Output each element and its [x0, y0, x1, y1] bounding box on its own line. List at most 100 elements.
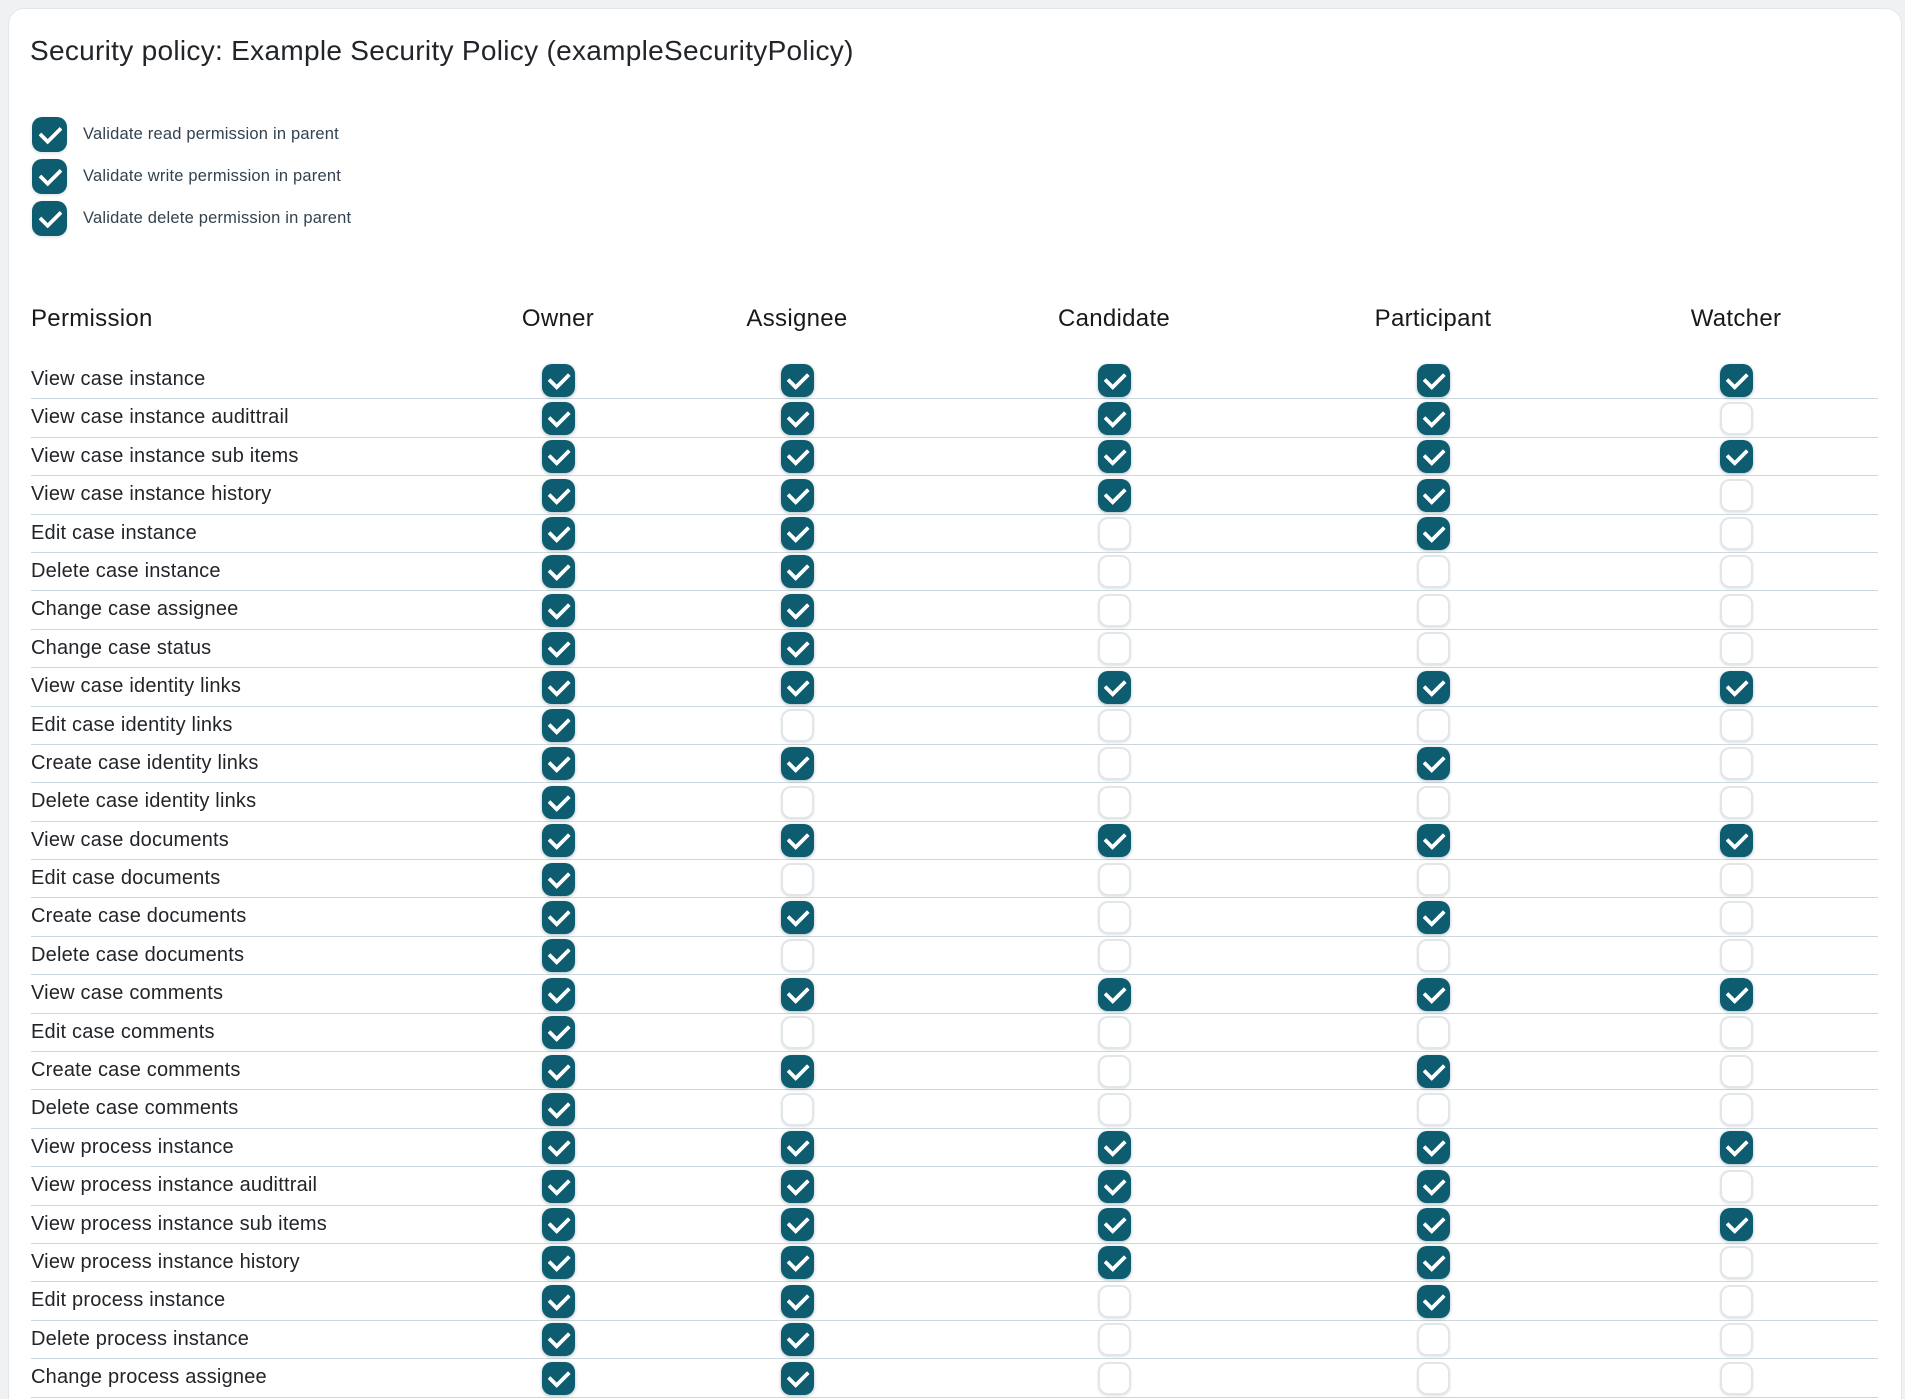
- participant-checkbox[interactable]: [1416, 1323, 1450, 1357]
- owner-checkbox[interactable]: [541, 977, 575, 1011]
- owner-checkbox[interactable]: [541, 478, 575, 512]
- assignee-checkbox[interactable]: [780, 1169, 814, 1203]
- candidate-checkbox[interactable]: [1097, 478, 1131, 512]
- owner-checkbox[interactable]: [541, 939, 575, 973]
- participant-checkbox[interactable]: [1416, 517, 1450, 551]
- candidate-checkbox[interactable]: [1097, 593, 1131, 627]
- owner-checkbox[interactable]: [541, 1284, 575, 1318]
- owner-checkbox[interactable]: [541, 824, 575, 858]
- owner-checkbox[interactable]: [541, 670, 575, 704]
- owner-checkbox[interactable]: [541, 517, 575, 551]
- owner-checkbox[interactable]: [541, 1323, 575, 1357]
- watcher-checkbox[interactable]: [1719, 555, 1753, 589]
- participant-checkbox[interactable]: [1416, 709, 1450, 743]
- assignee-checkbox[interactable]: [780, 401, 814, 435]
- watcher-checkbox[interactable]: [1719, 1131, 1753, 1165]
- participant-checkbox[interactable]: [1416, 632, 1450, 666]
- participant-checkbox[interactable]: [1416, 862, 1450, 896]
- watcher-checkbox[interactable]: [1719, 1054, 1753, 1088]
- participant-checkbox[interactable]: [1416, 1284, 1450, 1318]
- assignee-checkbox[interactable]: [780, 1016, 814, 1050]
- assignee-checkbox[interactable]: [780, 555, 814, 589]
- participant-checkbox[interactable]: [1416, 555, 1450, 589]
- participant-checkbox[interactable]: [1416, 785, 1450, 819]
- watcher-checkbox[interactable]: [1719, 517, 1753, 551]
- owner-checkbox[interactable]: [541, 593, 575, 627]
- watcher-checkbox[interactable]: [1719, 747, 1753, 781]
- assignee-checkbox[interactable]: [780, 478, 814, 512]
- participant-checkbox[interactable]: [1416, 1092, 1450, 1126]
- watcher-checkbox[interactable]: [1719, 1246, 1753, 1280]
- participant-checkbox[interactable]: [1416, 401, 1450, 435]
- assignee-checkbox[interactable]: [780, 1054, 814, 1088]
- owner-checkbox[interactable]: [541, 555, 575, 589]
- candidate-checkbox[interactable]: [1097, 1246, 1131, 1280]
- owner-checkbox[interactable]: [541, 632, 575, 666]
- watcher-checkbox[interactable]: [1719, 1092, 1753, 1126]
- candidate-checkbox[interactable]: [1097, 632, 1131, 666]
- owner-checkbox[interactable]: [541, 1208, 575, 1242]
- candidate-checkbox[interactable]: [1097, 824, 1131, 858]
- participant-checkbox[interactable]: [1416, 900, 1450, 934]
- watcher-checkbox[interactable]: [1719, 478, 1753, 512]
- watcher-checkbox[interactable]: [1719, 900, 1753, 934]
- assignee-checkbox[interactable]: [780, 747, 814, 781]
- owner-checkbox[interactable]: [541, 1016, 575, 1050]
- candidate-checkbox[interactable]: [1097, 709, 1131, 743]
- participant-checkbox[interactable]: [1416, 939, 1450, 973]
- assignee-checkbox[interactable]: [780, 1208, 814, 1242]
- watcher-checkbox[interactable]: [1719, 862, 1753, 896]
- owner-checkbox[interactable]: [541, 747, 575, 781]
- assignee-checkbox[interactable]: [780, 593, 814, 627]
- candidate-checkbox[interactable]: [1097, 1054, 1131, 1088]
- watcher-checkbox[interactable]: [1719, 1323, 1753, 1357]
- watcher-checkbox[interactable]: [1719, 709, 1753, 743]
- candidate-checkbox[interactable]: [1097, 1361, 1131, 1395]
- participant-checkbox[interactable]: [1416, 1054, 1450, 1088]
- participant-checkbox[interactable]: [1416, 1131, 1450, 1165]
- validate-read-checkbox[interactable]: [32, 117, 67, 152]
- candidate-checkbox[interactable]: [1097, 670, 1131, 704]
- candidate-checkbox[interactable]: [1097, 555, 1131, 589]
- owner-checkbox[interactable]: [541, 363, 575, 397]
- owner-checkbox[interactable]: [541, 1054, 575, 1088]
- candidate-checkbox[interactable]: [1097, 1169, 1131, 1203]
- validate-write-checkbox[interactable]: [32, 159, 67, 194]
- owner-checkbox[interactable]: [541, 1361, 575, 1395]
- participant-checkbox[interactable]: [1416, 977, 1450, 1011]
- candidate-checkbox[interactable]: [1097, 1323, 1131, 1357]
- validate-delete-checkbox[interactable]: [32, 201, 67, 236]
- assignee-checkbox[interactable]: [780, 363, 814, 397]
- candidate-checkbox[interactable]: [1097, 363, 1131, 397]
- candidate-checkbox[interactable]: [1097, 1016, 1131, 1050]
- candidate-checkbox[interactable]: [1097, 1092, 1131, 1126]
- candidate-checkbox[interactable]: [1097, 747, 1131, 781]
- assignee-checkbox[interactable]: [780, 900, 814, 934]
- assignee-checkbox[interactable]: [780, 1131, 814, 1165]
- watcher-checkbox[interactable]: [1719, 363, 1753, 397]
- assignee-checkbox[interactable]: [780, 632, 814, 666]
- owner-checkbox[interactable]: [541, 1246, 575, 1280]
- watcher-checkbox[interactable]: [1719, 824, 1753, 858]
- participant-checkbox[interactable]: [1416, 593, 1450, 627]
- assignee-checkbox[interactable]: [780, 1246, 814, 1280]
- participant-checkbox[interactable]: [1416, 1246, 1450, 1280]
- owner-checkbox[interactable]: [541, 440, 575, 474]
- participant-checkbox[interactable]: [1416, 1016, 1450, 1050]
- assignee-checkbox[interactable]: [780, 1361, 814, 1395]
- candidate-checkbox[interactable]: [1097, 1131, 1131, 1165]
- candidate-checkbox[interactable]: [1097, 1208, 1131, 1242]
- candidate-checkbox[interactable]: [1097, 517, 1131, 551]
- owner-checkbox[interactable]: [541, 1092, 575, 1126]
- participant-checkbox[interactable]: [1416, 1361, 1450, 1395]
- watcher-checkbox[interactable]: [1719, 1208, 1753, 1242]
- watcher-checkbox[interactable]: [1719, 670, 1753, 704]
- candidate-checkbox[interactable]: [1097, 862, 1131, 896]
- watcher-checkbox[interactable]: [1719, 977, 1753, 1011]
- owner-checkbox[interactable]: [541, 1169, 575, 1203]
- watcher-checkbox[interactable]: [1719, 785, 1753, 819]
- watcher-checkbox[interactable]: [1719, 401, 1753, 435]
- assignee-checkbox[interactable]: [780, 785, 814, 819]
- participant-checkbox[interactable]: [1416, 1208, 1450, 1242]
- assignee-checkbox[interactable]: [780, 939, 814, 973]
